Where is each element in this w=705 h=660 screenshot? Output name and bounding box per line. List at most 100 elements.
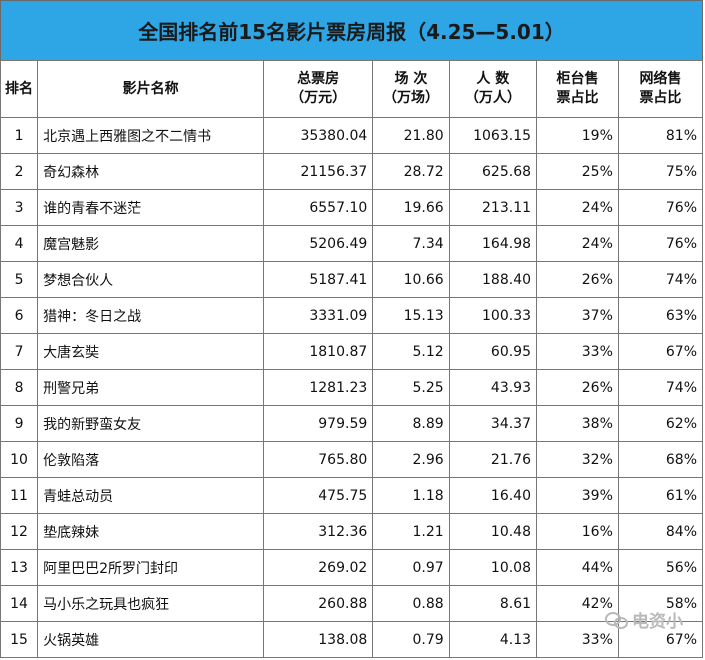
cell-shows: 0.88 [372, 585, 450, 622]
cell-counter: 26% [536, 369, 619, 406]
cell-shows: 10.66 [372, 261, 450, 298]
header-people: 人 数 （万人） [448, 60, 538, 118]
table-row: 1 北京遇上西雅图之不二情书 35380.04 21.80 1063.15 19% 81% [0, 117, 704, 154]
cell-counter: 33% [536, 621, 619, 658]
table-row: 6 猎神：冬日之战 3331.09 15.13 100.33 37% 63% [0, 297, 704, 334]
table-row: 3 谁的青春不迷茫 6557.10 19.66 213.11 24% 76% [0, 189, 704, 226]
cell-counter: 44% [536, 549, 619, 586]
cell-rank: 1 [0, 117, 39, 154]
cell-online: 67% [617, 621, 704, 658]
cell-box: 6557.10 [263, 189, 374, 226]
header-counter: 柜台售 票占比 [536, 60, 619, 118]
cell-people: 10.08 [448, 549, 538, 586]
cell-counter: 42% [536, 585, 619, 622]
cell-online: 74% [617, 369, 704, 406]
cell-online: 75% [617, 153, 704, 190]
cell-people: 60.95 [448, 333, 538, 370]
cell-people: 100.33 [448, 297, 538, 334]
cell-counter: 24% [536, 225, 619, 262]
cell-rank: 8 [0, 369, 39, 406]
cell-people: 10.48 [448, 513, 538, 550]
header-shows: 场 次 （万场） [372, 60, 450, 118]
cell-shows: 1.18 [372, 477, 450, 514]
cell-rank: 2 [0, 153, 39, 190]
cell-people: 1063.15 [448, 117, 538, 154]
cell-shows: 2.96 [372, 441, 450, 478]
cell-name: 刑警兄弟 [37, 369, 265, 406]
cell-online: 56% [617, 549, 704, 586]
cell-online: 84% [617, 513, 704, 550]
cell-counter: 16% [536, 513, 619, 550]
header-name: 影片名称 [37, 60, 265, 118]
cell-people: 34.37 [448, 405, 538, 442]
cell-counter: 38% [536, 405, 619, 442]
cell-people: 188.40 [448, 261, 538, 298]
cell-counter: 39% [536, 477, 619, 514]
table-row: 12 垫底辣妹 312.36 1.21 10.48 16% 84% [0, 513, 704, 550]
cell-rank: 10 [0, 441, 39, 478]
cell-rank: 12 [0, 513, 39, 550]
cell-counter: 26% [536, 261, 619, 298]
table-row: 7 大唐玄奘 1810.87 5.12 60.95 33% 67% [0, 333, 704, 370]
cell-rank: 14 [0, 585, 39, 622]
cell-online: 61% [617, 477, 704, 514]
cell-box: 765.80 [263, 441, 374, 478]
cell-box: 269.02 [263, 549, 374, 586]
header-row: 排名 影片名称 总票房 （万元） 场 次 （万场） 人 数 （万人） 柜台售 票… [0, 60, 704, 118]
cell-name: 青蛙总动员 [37, 477, 265, 514]
cell-box: 5187.41 [263, 261, 374, 298]
cell-counter: 25% [536, 153, 619, 190]
cell-box: 1810.87 [263, 333, 374, 370]
cell-people: 43.93 [448, 369, 538, 406]
cell-rank: 3 [0, 189, 39, 226]
cell-online: 58% [617, 585, 704, 622]
table-row: 11 青蛙总动员 475.75 1.18 16.40 39% 61% [0, 477, 704, 514]
cell-box: 1281.23 [263, 369, 374, 406]
cell-counter: 24% [536, 189, 619, 226]
cell-online: 74% [617, 261, 704, 298]
cell-name: 伦敦陷落 [37, 441, 265, 478]
cell-shows: 19.66 [372, 189, 450, 226]
cell-counter: 33% [536, 333, 619, 370]
cell-rank: 9 [0, 405, 39, 442]
cell-people: 8.61 [448, 585, 538, 622]
cell-shows: 15.13 [372, 297, 450, 334]
cell-name: 猎神：冬日之战 [37, 297, 265, 334]
cell-people: 213.11 [448, 189, 538, 226]
table-row: 10 伦敦陷落 765.80 2.96 21.76 32% 68% [0, 441, 704, 478]
cell-shows: 5.12 [372, 333, 450, 370]
cell-people: 164.98 [448, 225, 538, 262]
cell-name: 大唐玄奘 [37, 333, 265, 370]
cell-shows: 0.97 [372, 549, 450, 586]
cell-rank: 11 [0, 477, 39, 514]
cell-people: 625.68 [448, 153, 538, 190]
cell-box: 312.36 [263, 513, 374, 550]
cell-people: 4.13 [448, 621, 538, 658]
cell-rank: 4 [0, 225, 39, 262]
cell-shows: 1.21 [372, 513, 450, 550]
cell-box: 260.88 [263, 585, 374, 622]
cell-box: 979.59 [263, 405, 374, 442]
table-row: 13 阿里巴巴2所罗门封印 269.02 0.97 10.08 44% 56% [0, 549, 704, 586]
cell-counter: 32% [536, 441, 619, 478]
cell-shows: 21.80 [372, 117, 450, 154]
cell-name: 垫底辣妹 [37, 513, 265, 550]
cell-shows: 0.79 [372, 621, 450, 658]
cell-rank: 5 [0, 261, 39, 298]
cell-name: 火锅英雄 [37, 621, 265, 658]
cell-counter: 19% [536, 117, 619, 154]
cell-box: 3331.09 [263, 297, 374, 334]
cell-name: 马小乐之玩具也疯狂 [37, 585, 265, 622]
cell-box: 138.08 [263, 621, 374, 658]
cell-shows: 7.34 [372, 225, 450, 262]
cell-online: 76% [617, 225, 704, 262]
cell-online: 67% [617, 333, 704, 370]
cell-name: 魔宫魅影 [37, 225, 265, 262]
cell-people: 21.76 [448, 441, 538, 478]
cell-online: 68% [617, 441, 704, 478]
table-row: 5 梦想合伙人 5187.41 10.66 188.40 26% 74% [0, 261, 704, 298]
cell-shows: 5.25 [372, 369, 450, 406]
cell-rank: 15 [0, 621, 39, 658]
table-row: 9 我的新野蛮女友 979.59 8.89 34.37 38% 62% [0, 405, 704, 442]
